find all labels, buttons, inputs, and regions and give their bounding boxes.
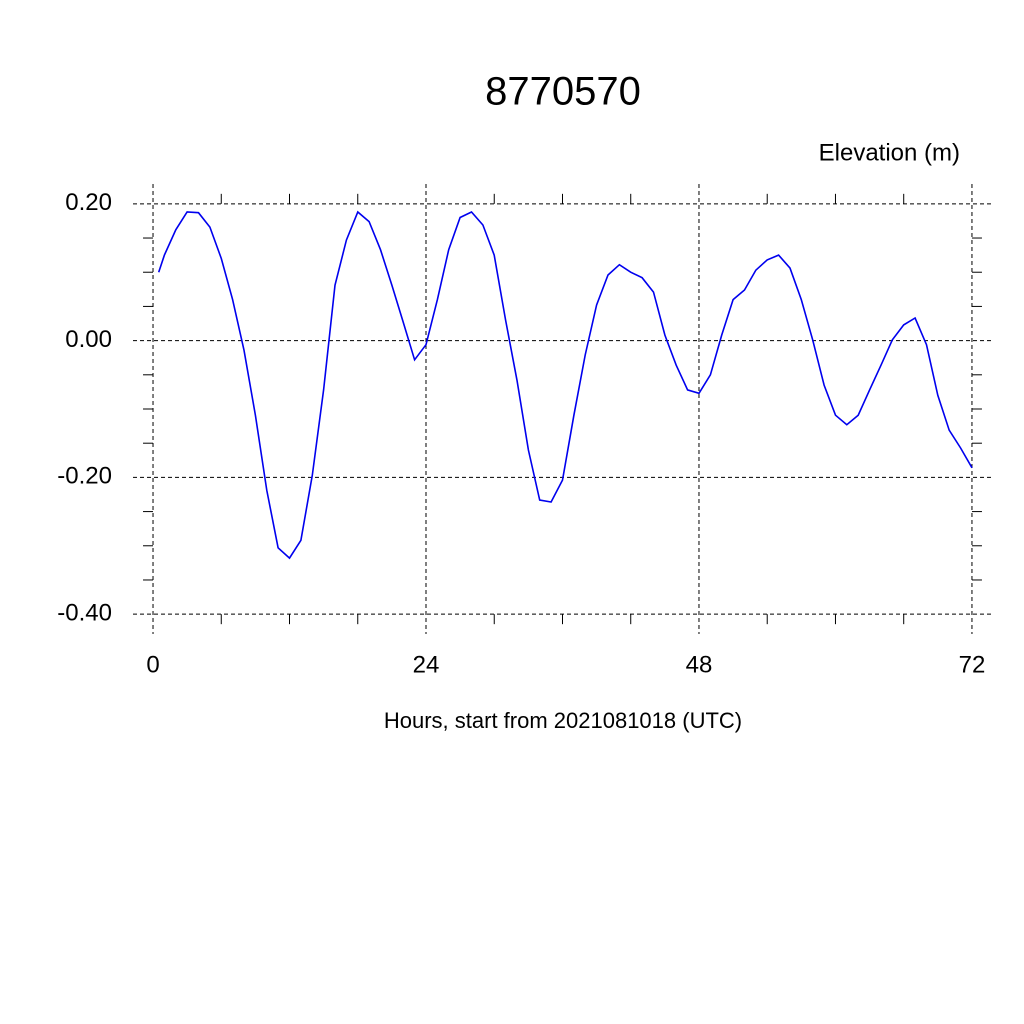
y-tick-label: 0.00: [65, 326, 112, 353]
y-axis-label: Elevation (m): [819, 139, 960, 166]
y-tick-label: -0.20: [57, 463, 112, 490]
chart-title: 8770570: [485, 70, 641, 114]
x-tick-label: 24: [413, 651, 440, 678]
x-tick-label: 48: [686, 651, 713, 678]
y-tick-label: 0.20: [65, 189, 112, 216]
data-line: [157, 210, 973, 560]
x-tick-label: 72: [959, 651, 986, 678]
x-axis-label: Hours, start from 2021081018 (UTC): [384, 708, 742, 733]
x-tick-label: 0: [146, 651, 159, 678]
y-tick-label: -0.40: [57, 600, 112, 627]
